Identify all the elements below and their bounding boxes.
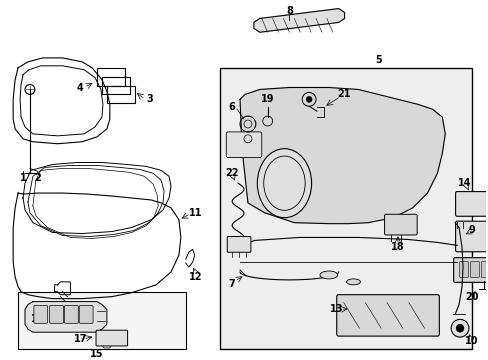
- FancyBboxPatch shape: [336, 295, 438, 336]
- FancyBboxPatch shape: [459, 262, 468, 278]
- Ellipse shape: [257, 149, 311, 218]
- Text: 19: 19: [261, 94, 274, 104]
- Text: 18: 18: [390, 242, 404, 252]
- Text: 10: 10: [464, 336, 478, 346]
- Ellipse shape: [346, 279, 360, 285]
- Text: 17: 17: [73, 334, 87, 344]
- Polygon shape: [253, 9, 344, 32]
- Polygon shape: [240, 87, 445, 224]
- FancyBboxPatch shape: [455, 221, 488, 252]
- FancyBboxPatch shape: [34, 306, 48, 323]
- Text: 22: 22: [225, 168, 239, 178]
- FancyBboxPatch shape: [50, 306, 63, 323]
- Text: 2: 2: [34, 173, 41, 183]
- Text: 12: 12: [188, 272, 202, 282]
- Text: 6: 6: [228, 102, 235, 112]
- Circle shape: [305, 96, 311, 102]
- FancyBboxPatch shape: [455, 192, 488, 216]
- FancyBboxPatch shape: [453, 258, 488, 282]
- FancyBboxPatch shape: [64, 306, 78, 323]
- FancyBboxPatch shape: [220, 68, 471, 349]
- Text: 21: 21: [336, 89, 350, 99]
- Ellipse shape: [319, 271, 337, 279]
- FancyBboxPatch shape: [227, 237, 250, 252]
- FancyBboxPatch shape: [96, 330, 127, 346]
- Circle shape: [450, 319, 468, 337]
- FancyBboxPatch shape: [480, 262, 488, 278]
- Text: 11: 11: [188, 208, 202, 218]
- Text: 9: 9: [468, 225, 474, 235]
- Text: 1: 1: [20, 173, 26, 183]
- Text: 13: 13: [329, 305, 343, 315]
- FancyBboxPatch shape: [384, 214, 416, 235]
- FancyBboxPatch shape: [226, 132, 261, 158]
- Text: 4: 4: [77, 82, 83, 93]
- Text: 16: 16: [31, 314, 44, 324]
- Text: 20: 20: [464, 292, 478, 302]
- FancyBboxPatch shape: [469, 262, 478, 278]
- Text: 5: 5: [374, 55, 381, 65]
- Circle shape: [455, 324, 463, 332]
- Polygon shape: [25, 302, 107, 332]
- Text: 3: 3: [145, 94, 152, 104]
- Text: 14: 14: [457, 178, 471, 188]
- Text: 15: 15: [90, 349, 103, 359]
- Text: 7: 7: [228, 279, 235, 289]
- FancyBboxPatch shape: [18, 292, 185, 349]
- FancyBboxPatch shape: [79, 306, 93, 323]
- Text: 8: 8: [285, 5, 292, 15]
